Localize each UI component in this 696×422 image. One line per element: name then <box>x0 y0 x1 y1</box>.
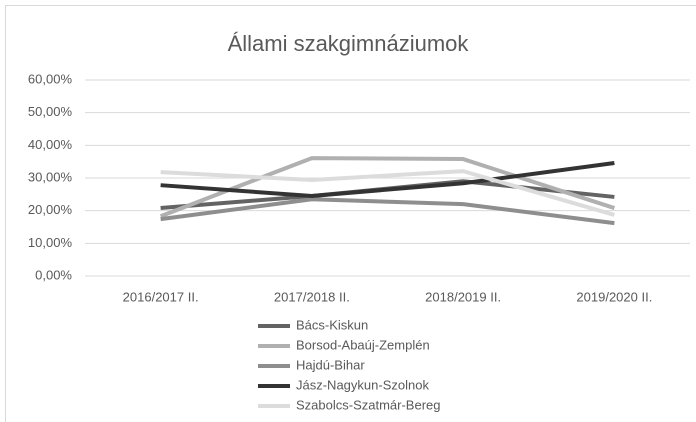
x-tick-label: 2018/2019 II. <box>425 289 501 304</box>
legend-label: Bács-Kiskun <box>296 317 368 332</box>
series-line <box>159 156 615 219</box>
y-tick-label: 0,00% <box>35 267 72 282</box>
y-tick-label: 30,00% <box>28 169 73 184</box>
series-line <box>160 169 615 217</box>
y-tick-label: 20,00% <box>28 202 73 217</box>
series-line <box>160 197 615 226</box>
x-tick-label: 2019/2020 II. <box>576 289 652 304</box>
y-tick-label: 60,00% <box>28 71 73 86</box>
chart-title: Állami szakgimnáziumok <box>228 31 470 56</box>
x-tick-label: 2017/2018 II. <box>274 289 350 304</box>
chart-frame <box>5 5 696 422</box>
legend-label: Szabolcs-Szatmár-Bereg <box>296 397 441 412</box>
y-tick-label: 40,00% <box>28 137 73 152</box>
y-tick-label: 50,00% <box>28 104 73 119</box>
legend-label: Jász-Nagykun-Szolnok <box>296 377 429 392</box>
x-tick-label: 2016/2017 II. <box>123 289 199 304</box>
y-tick-label: 10,00% <box>28 235 73 250</box>
series-line <box>160 160 615 198</box>
legend-label: Hajdú-Bihar <box>296 357 365 372</box>
legend-label: Borsod-Abaúj-Zemplén <box>296 337 430 352</box>
